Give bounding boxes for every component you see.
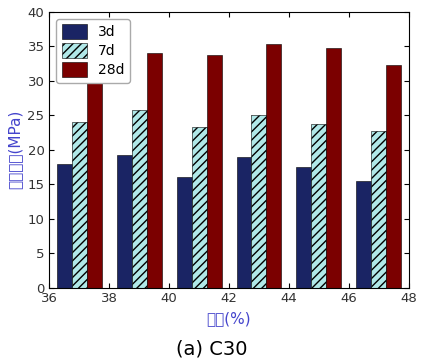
- Bar: [177, 177, 192, 287]
- Bar: [147, 53, 162, 287]
- Bar: [386, 65, 401, 287]
- Y-axis label: 抗压强度(MPa): 抗压强度(MPa): [7, 110, 22, 189]
- Bar: [371, 131, 386, 287]
- Bar: [266, 44, 282, 287]
- Bar: [192, 127, 206, 287]
- Bar: [117, 155, 132, 287]
- X-axis label: 砂率(%): 砂率(%): [207, 311, 251, 326]
- Bar: [206, 55, 221, 287]
- Bar: [237, 157, 251, 287]
- Bar: [296, 167, 311, 287]
- Bar: [356, 181, 371, 287]
- Bar: [72, 122, 87, 287]
- Legend: 3d, 7d, 28d: 3d, 7d, 28d: [56, 19, 130, 83]
- Bar: [87, 57, 102, 287]
- Bar: [132, 110, 147, 287]
- Bar: [57, 164, 72, 287]
- Bar: [311, 124, 326, 287]
- Bar: [251, 115, 266, 287]
- Bar: [326, 48, 341, 287]
- Text: (a) C30: (a) C30: [176, 339, 248, 358]
